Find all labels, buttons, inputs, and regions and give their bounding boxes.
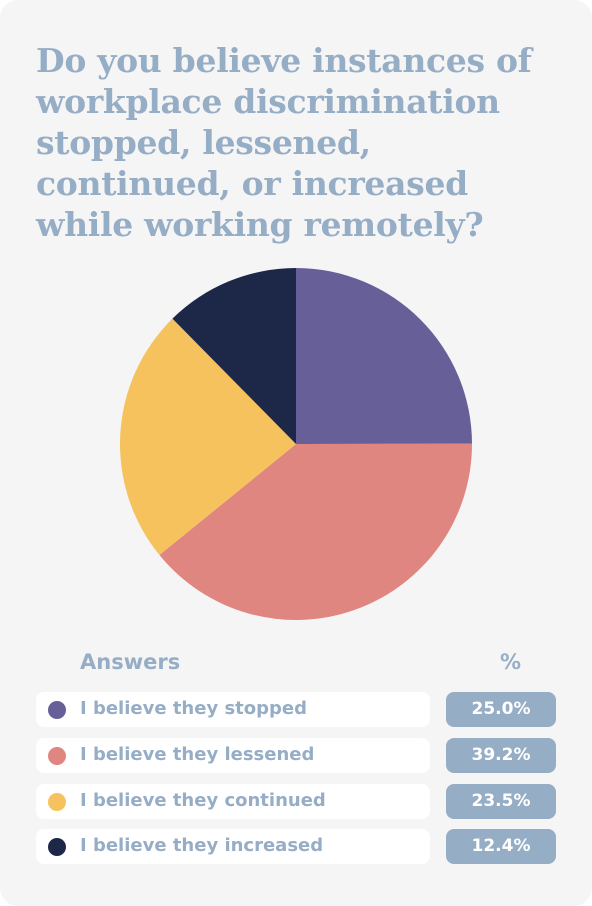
chart-title: Do you believe instances of workplace di…	[36, 41, 532, 244]
legend-dot-continued	[48, 793, 66, 811]
answers-header: Answers	[80, 650, 181, 674]
legend-dot-stopped	[48, 701, 66, 719]
legend-row-continued: I believe they continued	[36, 784, 430, 819]
legend-row-stopped: I believe they stopped	[36, 692, 430, 727]
legend-value-continued: 23.5%	[446, 784, 556, 819]
legend-label-increased: I believe they increased	[80, 835, 324, 856]
pie-slice-stopped	[296, 268, 472, 444]
legend-label-stopped: I believe they stopped	[80, 698, 307, 719]
pie-slice-increased	[172, 268, 296, 444]
legend-row-increased: I believe they increased	[36, 829, 430, 864]
legend-dot-lessened	[48, 747, 66, 765]
legend-value-stopped: 25.0%	[446, 692, 556, 727]
percent-header: %	[500, 650, 522, 674]
pie-slice-lessened	[159, 443, 472, 621]
legend-label-lessened: I believe they lessened	[80, 744, 315, 765]
legend-row-lessened: I believe they lessened	[36, 738, 430, 773]
pie-slice-continued	[119, 318, 296, 556]
legend-label-continued: I believe they continued	[80, 790, 326, 811]
legend-value-increased: 12.4%	[446, 829, 556, 864]
legend-dot-increased	[48, 838, 66, 856]
legend-value-lessened: 39.2%	[446, 738, 556, 773]
